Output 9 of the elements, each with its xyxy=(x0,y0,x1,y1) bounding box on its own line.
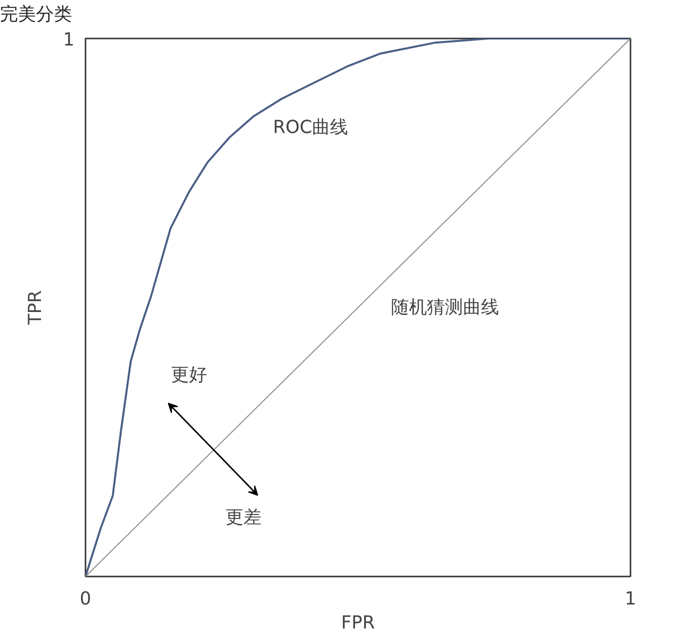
annotation: 随机猜测曲线 xyxy=(391,297,500,318)
x-tick-label: 0 xyxy=(80,588,92,610)
text: 完美分类 xyxy=(0,3,72,27)
y-axis-title: TPR xyxy=(25,290,46,326)
annotation: 更好 xyxy=(171,364,208,386)
x-axis-title: FPR xyxy=(341,612,375,634)
text: 1 xyxy=(63,30,74,50)
annotation: 更差 xyxy=(226,506,262,528)
annotation: ROC曲线 xyxy=(272,116,348,138)
